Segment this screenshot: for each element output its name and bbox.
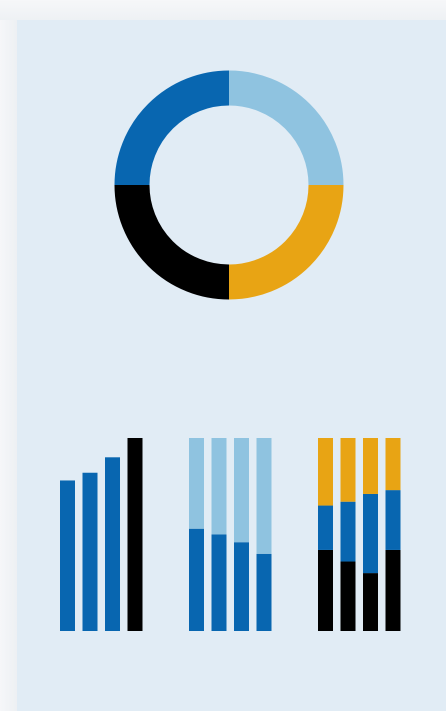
bar-group-1-bar-4 [127, 438, 143, 631]
bar-group-2-bar-3-part-1 [234, 542, 249, 631]
bar-group-3-bar-1-part-2 [318, 505, 333, 550]
bar-group-2-bar-1-part-2 [189, 438, 204, 529]
donut-segment-1 [228, 70, 344, 186]
left-edge [0, 20, 17, 711]
bar-group-1-bar-2 [82, 472, 98, 631]
bar-group-3-bar-1-part-3 [318, 438, 333, 506]
bar-group-3-bar-2-part-1 [340, 561, 356, 631]
bar-group-2-bar-2-part-2 [211, 438, 227, 535]
donut-segment-2 [228, 184, 344, 300]
bar-group-3-bar-2-part-3 [340, 438, 356, 502]
bar-group-3-bar-4-part-2 [385, 490, 401, 550]
bar-group-3-bar-4-part-1 [385, 549, 401, 631]
donut-segment-4 [114, 70, 230, 186]
bar-group-1-bar-1 [60, 480, 75, 631]
bar-group-3-bar-4-part-3 [385, 438, 401, 491]
bar-charts-graphic [60, 438, 401, 631]
bar-group-3-bar-2-part-2 [340, 501, 356, 562]
bar-group-3-bar-1-part-1 [318, 549, 333, 631]
bar-group-2-bar-1-part-1 [189, 528, 204, 631]
donut-chart-graphic [114, 70, 344, 300]
bar-group-2-bar-4-part-2 [256, 438, 272, 554]
bar-group-3-bar-3-part-3 [363, 438, 378, 494]
bar-group-1-bar-3 [105, 457, 120, 631]
bar-group-3-bar-3-part-1 [363, 573, 378, 631]
top-edge [0, 0, 446, 20]
donut-segment-3 [114, 184, 230, 300]
bar-group-2-bar-4-part-1 [256, 553, 272, 631]
bar-group-3-bar-3-part-2 [363, 493, 378, 574]
bar-group-2-bar-3-part-2 [234, 438, 249, 543]
bar-group-2-bar-2-part-1 [211, 534, 227, 631]
